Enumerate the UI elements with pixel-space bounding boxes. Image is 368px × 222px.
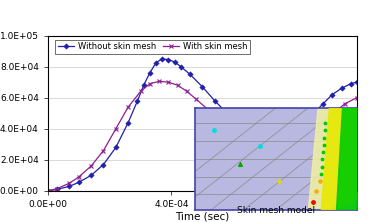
Point <box>318 172 324 176</box>
Without skin mesh <box>101 163 106 166</box>
With skin mesh <box>305 138 310 141</box>
Point <box>237 162 243 166</box>
Point <box>319 158 325 161</box>
Point <box>321 143 326 147</box>
Line: With skin mesh: With skin mesh <box>46 79 359 193</box>
Without skin mesh <box>46 190 50 192</box>
Without skin mesh <box>213 99 217 102</box>
Polygon shape <box>321 108 357 210</box>
Without skin mesh <box>141 84 146 87</box>
With skin mesh <box>101 149 106 152</box>
With skin mesh <box>330 113 335 116</box>
Point <box>276 179 282 183</box>
With skin mesh <box>89 165 93 167</box>
Without skin mesh <box>275 131 279 134</box>
Without skin mesh <box>321 103 325 105</box>
With skin mesh <box>219 121 223 124</box>
With skin mesh <box>342 103 347 105</box>
Text: Skin mesh model: Skin mesh model <box>237 206 315 215</box>
Point <box>321 136 327 139</box>
With skin mesh <box>46 190 50 192</box>
Without skin mesh <box>311 112 316 115</box>
Without skin mesh <box>188 73 192 76</box>
With skin mesh <box>194 98 198 101</box>
Without skin mesh <box>148 71 152 74</box>
Without skin mesh <box>237 123 242 125</box>
With skin mesh <box>138 90 143 93</box>
Without skin mesh <box>348 82 353 85</box>
Point <box>317 179 323 183</box>
With skin mesh <box>67 182 72 184</box>
With skin mesh <box>206 109 211 111</box>
Without skin mesh <box>355 81 359 83</box>
Without skin mesh <box>114 146 118 149</box>
With skin mesh <box>355 96 359 99</box>
Without skin mesh <box>55 188 59 191</box>
With skin mesh <box>126 106 130 108</box>
Without skin mesh <box>67 185 72 188</box>
X-axis label: Time (sec): Time (sec) <box>175 212 230 222</box>
Point <box>314 190 319 193</box>
With skin mesh <box>55 187 59 190</box>
Point <box>319 165 325 168</box>
Point <box>322 129 328 132</box>
With skin mesh <box>293 146 297 149</box>
With skin mesh <box>148 82 152 85</box>
Without skin mesh <box>247 131 251 133</box>
Polygon shape <box>308 108 357 210</box>
Without skin mesh <box>256 134 260 136</box>
Without skin mesh <box>77 181 81 184</box>
Without skin mesh <box>293 126 297 129</box>
Without skin mesh <box>178 65 183 68</box>
Legend: Without skin mesh, With skin mesh: Without skin mesh, With skin mesh <box>55 40 250 54</box>
Without skin mesh <box>225 112 229 115</box>
Without skin mesh <box>330 93 335 96</box>
Without skin mesh <box>265 133 269 135</box>
Point <box>257 145 263 148</box>
With skin mesh <box>256 151 260 153</box>
Without skin mesh <box>284 128 288 131</box>
Without skin mesh <box>160 57 164 60</box>
Line: Without skin mesh: Without skin mesh <box>46 57 359 193</box>
Without skin mesh <box>126 121 130 124</box>
With skin mesh <box>166 81 171 83</box>
With skin mesh <box>77 176 81 178</box>
Without skin mesh <box>166 58 171 61</box>
Without skin mesh <box>172 61 177 63</box>
With skin mesh <box>275 151 279 154</box>
With skin mesh <box>318 126 322 129</box>
With skin mesh <box>244 143 248 146</box>
With skin mesh <box>176 84 180 87</box>
With skin mesh <box>231 132 236 135</box>
With skin mesh <box>185 90 189 93</box>
Without skin mesh <box>89 174 93 177</box>
Without skin mesh <box>339 87 344 90</box>
Without skin mesh <box>200 85 205 88</box>
With skin mesh <box>265 152 269 155</box>
Without skin mesh <box>302 120 307 122</box>
Point <box>212 128 217 132</box>
Without skin mesh <box>154 61 158 64</box>
Point <box>320 150 326 154</box>
Point <box>322 121 328 125</box>
Without skin mesh <box>135 99 140 102</box>
Polygon shape <box>336 108 357 210</box>
With skin mesh <box>114 127 118 130</box>
With skin mesh <box>157 80 161 83</box>
Point <box>310 200 316 203</box>
With skin mesh <box>284 149 288 152</box>
